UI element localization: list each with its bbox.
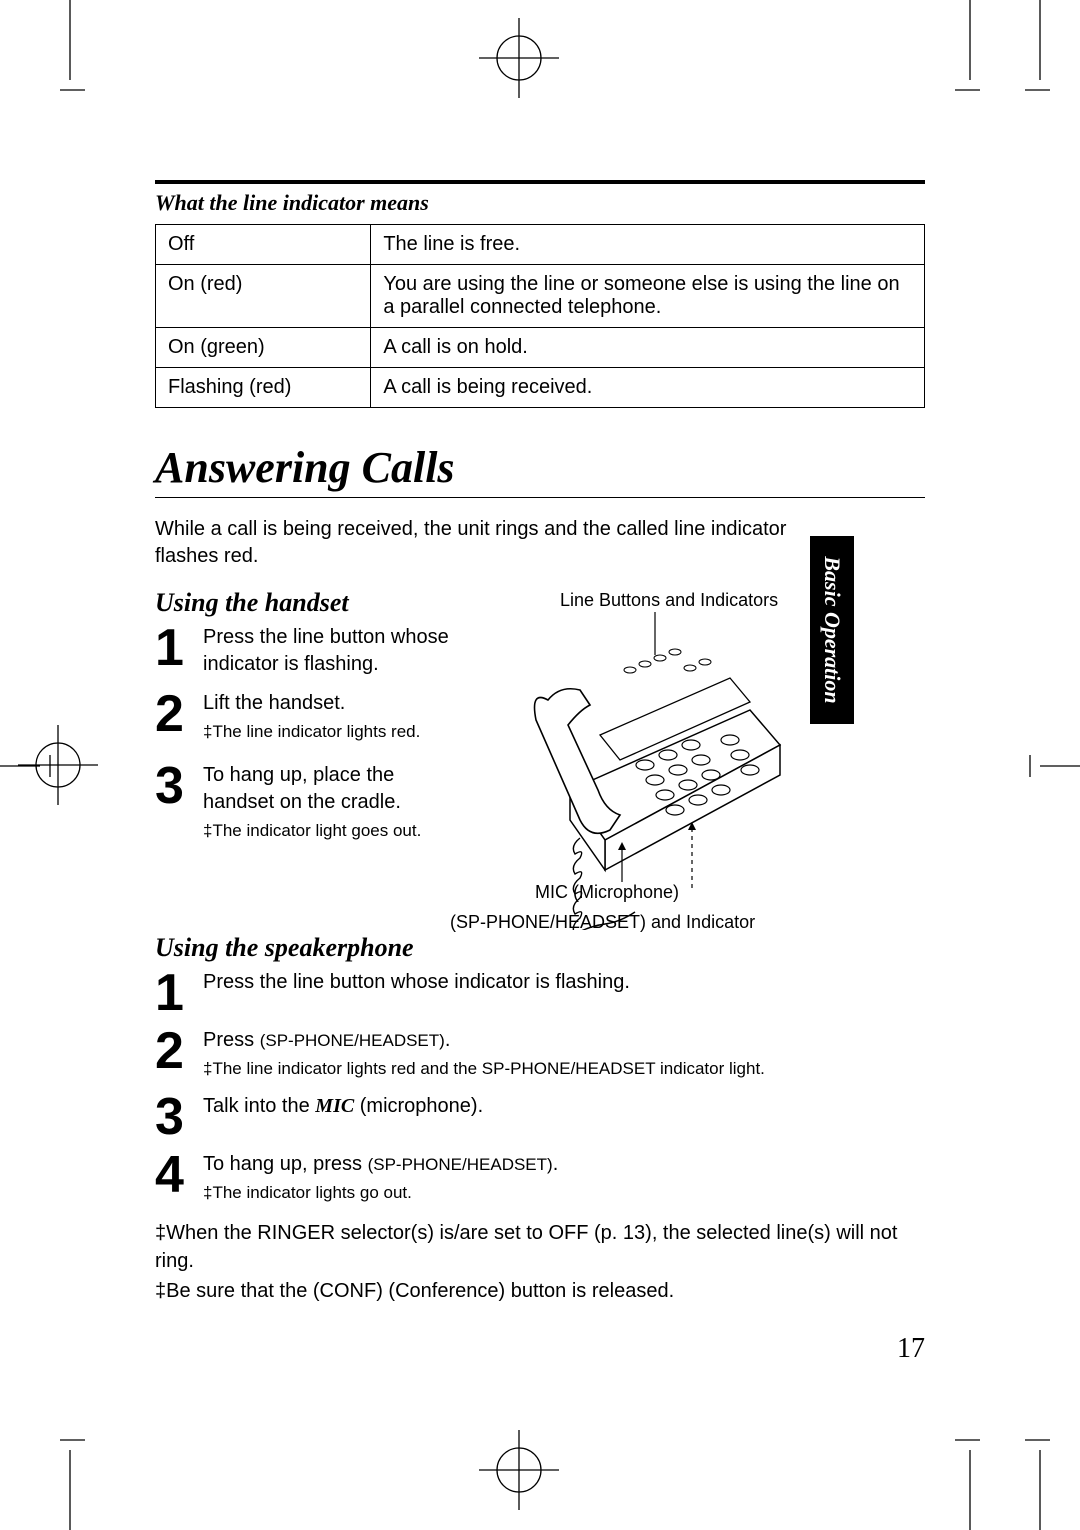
step-item: 3 Talk into the MIC (microphone). <box>155 1093 925 1139</box>
table-title: What the line indicator means <box>155 190 925 216</box>
registration-mark-icon <box>479 18 559 98</box>
diagram-label-mic: MIC (Microphone) <box>535 882 679 903</box>
step-item: 1 Press the line button whose indicator … <box>155 969 925 1015</box>
step-item: 4 To hang up, press (SP-PHONE/HEADSET). … <box>155 1151 925 1205</box>
footnotes: ‡When the RINGER selector(s) is/are set … <box>155 1219 925 1305</box>
diagram-label-spphone: (SP-PHONE/HEADSET) and Indicator <box>450 912 755 933</box>
step-item: 2 Lift the handset. ‡The line indicator … <box>155 690 455 744</box>
step-item: 1 Press the line button whose indicator … <box>155 624 455 678</box>
table-row: On (red)You are using the line or someon… <box>156 265 925 328</box>
page-number: 17 <box>155 1333 925 1365</box>
table-row: Flashing (red)A call is being received. <box>156 368 925 408</box>
diagram-label-line-buttons: Line Buttons and Indicators <box>560 590 778 611</box>
step-item: 3 To hang up, place the handset on the c… <box>155 762 455 843</box>
phone-diagram: Line Buttons and Indicators <box>430 590 800 930</box>
registration-mark-icon <box>479 1430 559 1510</box>
phone-illustration-icon <box>430 590 800 930</box>
table-row: On (green)A call is on hold. <box>156 328 925 368</box>
section-tab: Basic Operation <box>810 536 854 724</box>
section-title: Answering Calls <box>155 442 925 498</box>
step-item: 2 Press (SP-PHONE/HEADSET). ‡The line in… <box>155 1027 925 1081</box>
speaker-subtitle: Using the speakerphone <box>155 933 925 963</box>
registration-mark-icon <box>18 725 98 805</box>
indicator-table: OffThe line is free. On (red)You are usi… <box>155 224 925 408</box>
intro-text: While a call is being received, the unit… <box>155 516 795 570</box>
table-row: OffThe line is free. <box>156 225 925 265</box>
